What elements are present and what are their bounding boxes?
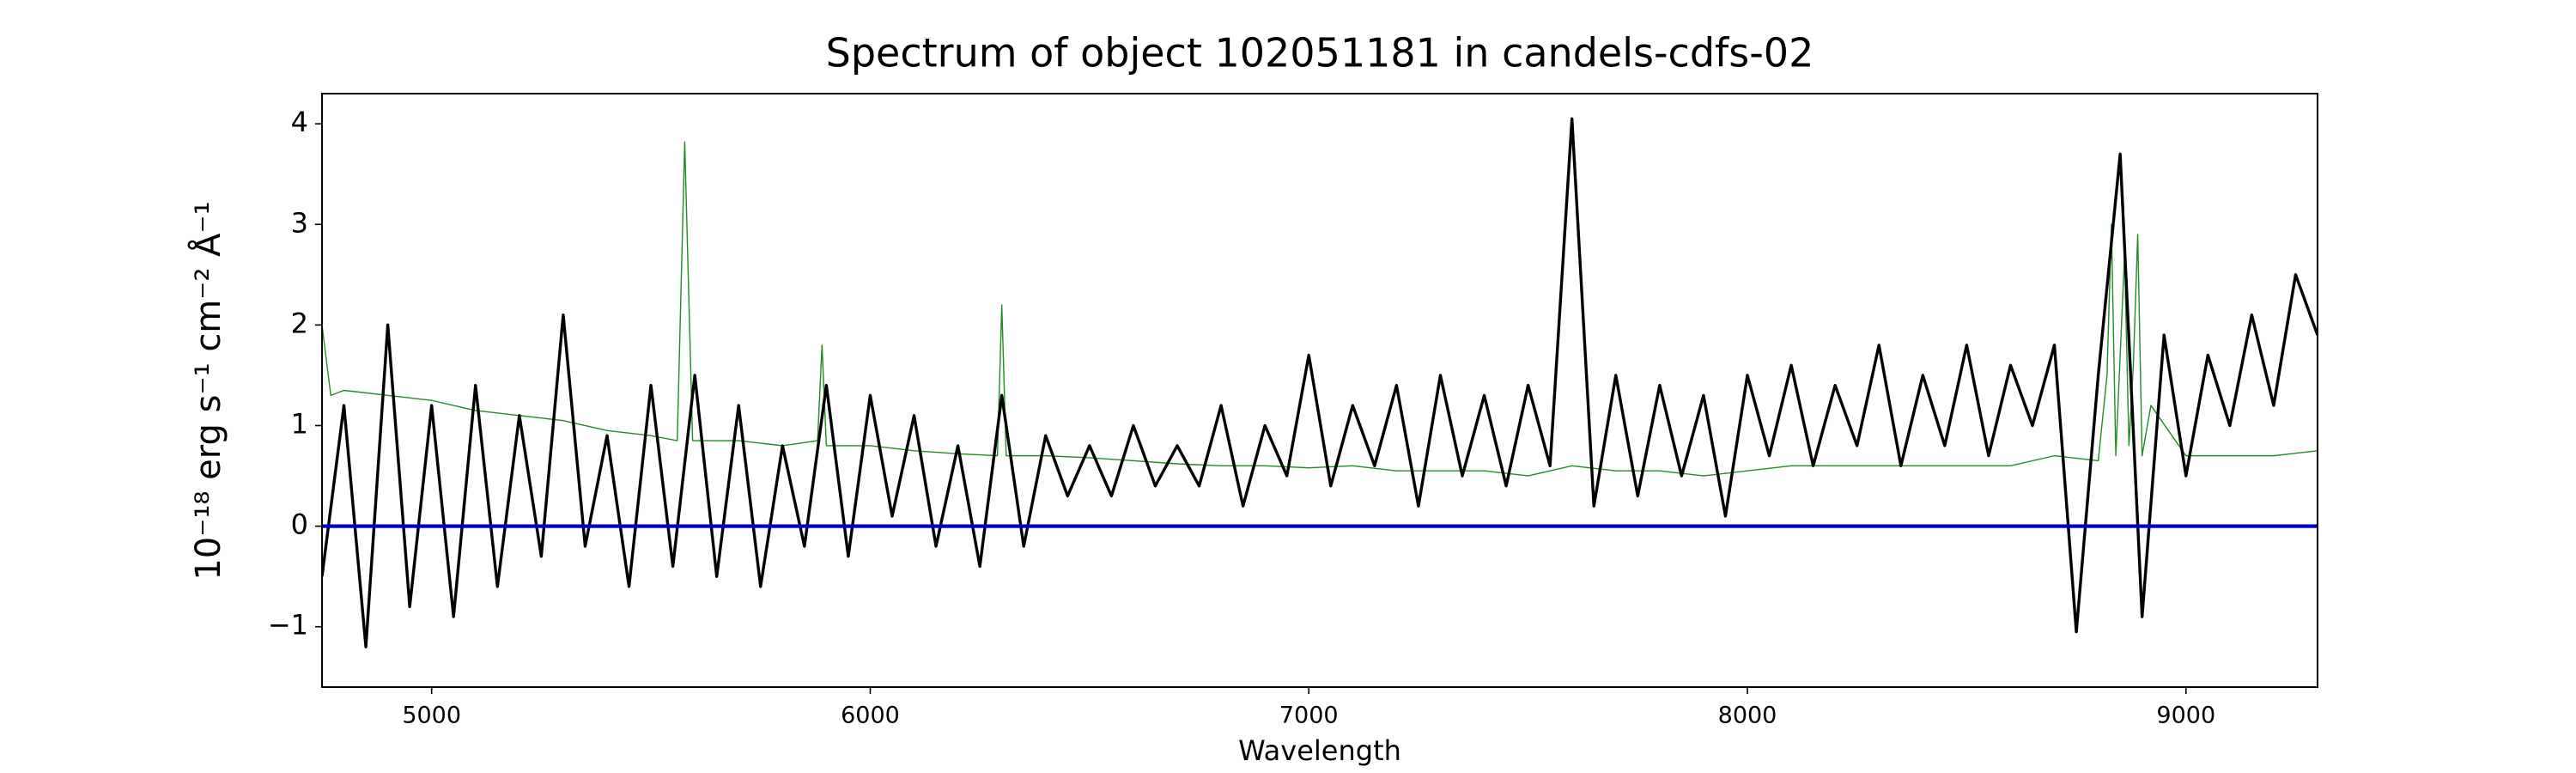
y-tick-label: 0 [291,508,308,541]
y-axis-label: 10⁻¹⁸ erg s⁻¹ cm⁻² Å⁻¹ [187,201,228,580]
y-tick-label: 3 [291,206,308,239]
x-tick-label: 7000 [1279,703,1339,729]
y-tick-label: 2 [291,307,308,339]
spectrum-line [322,141,2318,477]
x-tick-label: 6000 [841,703,900,729]
y-tick-label: −1 [268,609,308,642]
chart-title: Spectrum of object 102051181 in candels-… [826,30,1814,76]
y-tick-label: 1 [291,407,308,440]
x-tick-label: 9000 [2156,703,2215,729]
x-tick-label: 5000 [402,703,461,729]
spectrum-line [322,117,2318,648]
x-tick-label: 8000 [1718,703,1777,729]
x-axis-label: Wavelength [1238,734,1401,767]
plot-frame [321,93,2318,688]
y-tick-label: 4 [291,106,308,138]
